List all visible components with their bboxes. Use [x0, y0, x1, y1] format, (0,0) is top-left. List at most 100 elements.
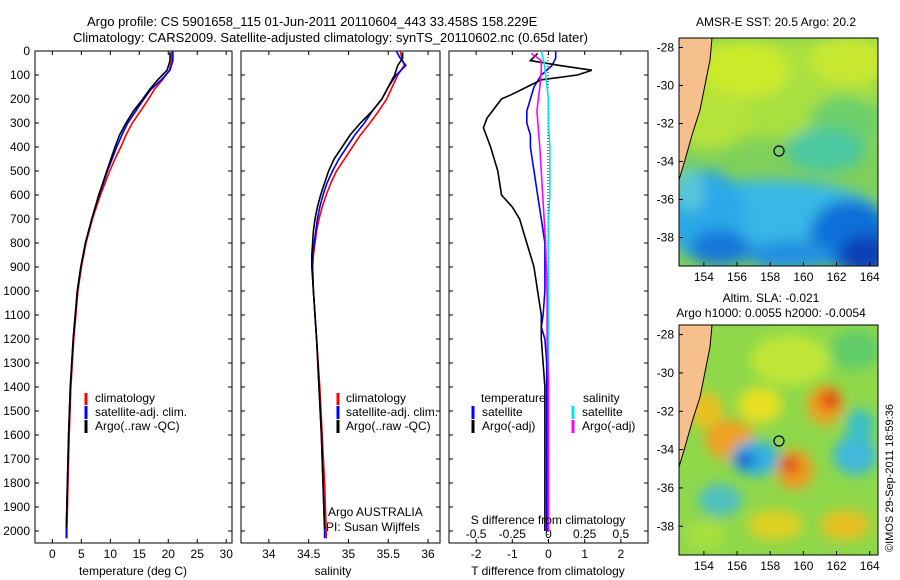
depth-tick-label: 1000 [3, 284, 30, 298]
x-tick-label: 35 [342, 547, 356, 561]
depth-tick-label: 1200 [3, 332, 30, 346]
x-tick-label: 1 [581, 547, 588, 561]
float-position-marker [773, 435, 785, 447]
depth-tick-label: 1100 [4, 308, 30, 322]
sst-map-title: AMSR-E SST: 20.5 Argo: 20.2 [696, 15, 856, 29]
depth-tick-label: 800 [10, 236, 30, 250]
series-line-argo-raw-qc- [310, 52, 404, 529]
lat-tick-label: -30 [657, 366, 675, 380]
lat-tick-label: -32 [657, 117, 675, 131]
temperature-legend: climatology satellite-adj. clim. Argo(..… [84, 391, 187, 433]
x-tick-label: 15 [133, 547, 147, 561]
salinity-panel: 34 34.5 35 35.5 36 salinity climatology sate… [240, 50, 441, 578]
x-tick-label: 10 [104, 547, 118, 561]
x-tick-label: 30 [220, 547, 234, 561]
lon-tick-label: 158 [760, 270, 780, 284]
depth-tick-labels: 0 100 200 300 400 500 600 700 800 900 1000 1100 1200… [3, 44, 648, 538]
sla-lat-tick-labels: -28 -30 -32 -34 -36 -38 [657, 328, 683, 533]
salinity-xlabel: salinity [315, 564, 352, 578]
lon-tick-label: 164 [860, 270, 880, 284]
series-line-temperature-argo-adj- [482, 52, 593, 531]
x-top-tick-label: 0.5 [613, 527, 630, 541]
depth-tick-label: 500 [10, 164, 30, 178]
depth-tick-label: 400 [10, 140, 30, 154]
imos-watermark: ©IMOS 29-Sep-2011 18:59:36 [884, 404, 896, 552]
temperature-panel: 0100200300400500600700800900100011001200… [3, 44, 648, 578]
lon-tick-label: 156 [727, 270, 747, 284]
difference-xlabel: T difference from climatology [471, 564, 625, 578]
legend-climatology-label: climatology [346, 391, 406, 405]
credit-line2: PI: Susan Wijffels [326, 520, 420, 534]
depth-tick-label: 1800 [3, 476, 30, 490]
coastline-land [679, 38, 712, 180]
x-tick-label: -1 [507, 547, 518, 561]
depth-tick-label: 700 [10, 212, 30, 226]
x-tick-label: 5 [78, 547, 85, 561]
lon-tick-label: 154 [694, 559, 714, 573]
depth-tick-label: 2000 [3, 524, 30, 538]
depth-tick-label: 600 [10, 188, 30, 202]
sla-map-title2: Argo h1000: 0.0055 h2000: -0.0054 [676, 306, 866, 320]
legend-t-argo-label: Argo(-adj) [482, 419, 535, 433]
difference-top-xlabel: S difference from climatology [471, 513, 626, 527]
depth-tick-label: 1500 [3, 404, 30, 418]
lat-tick-label: -34 [657, 155, 675, 169]
depth-tick-label: 1300 [3, 356, 30, 370]
depth-tick-label: 1700 [3, 452, 30, 466]
temperature-tick-labels: 0 5 10 15 20 25 30 [49, 51, 233, 561]
sst-map-frame [678, 37, 879, 267]
lon-tick-label: 162 [827, 559, 847, 573]
sla-map-title1: Altim. SLA: -0.021 [723, 291, 820, 305]
depth-tick-label: 1900 [3, 500, 30, 514]
lon-tick-label: 154 [694, 270, 714, 284]
lat-tick-label: -38 [657, 231, 675, 245]
lat-tick-label: -38 [657, 519, 675, 533]
difference-profiles [482, 50, 593, 531]
depth-tick-label: 200 [10, 92, 30, 106]
x-top-tick-label: 0 [545, 527, 552, 541]
lon-tick-label: 156 [727, 559, 747, 573]
lon-tick-label: 160 [793, 559, 813, 573]
lat-tick-label: -36 [657, 481, 675, 495]
lon-tick-label: 162 [827, 270, 847, 284]
lat-tick-label: -30 [657, 79, 675, 93]
legend-argo-label: Argo(..raw -QC) [95, 419, 180, 433]
difference-tick-labels: -2 -1 0 1 2 -0.5 -0.25 0 0.25 0.5 [466, 51, 630, 561]
x-tick-label: 0 [49, 547, 56, 561]
x-top-tick-label: -0.25 [499, 527, 527, 541]
legend-satellite-label: satellite-adj. clim. [95, 405, 187, 419]
temperature-xlabel: temperature (deg C) [79, 564, 187, 578]
x-tick-label: 0 [545, 547, 552, 561]
temperature-axes [34, 50, 233, 544]
x-tick-label: 20 [162, 547, 176, 561]
x-tick-label: 35.5 [377, 547, 401, 561]
salinity-legend: climatology satellite-adj. clim. Argo(..… [336, 391, 438, 433]
legend-salinity-title: salinity [583, 391, 620, 405]
x-tick-label: 2 [618, 547, 625, 561]
lon-tick-label: 158 [760, 559, 780, 573]
salinity-profiles [310, 50, 407, 539]
difference-legend: temperature salinity satellite Argo(-adj… [471, 391, 635, 433]
lat-tick-label: -32 [657, 404, 675, 418]
float-position-marker [773, 145, 785, 157]
sla-lon-tick-labels: 154 156 158 160 162 164 [694, 551, 880, 573]
legend-satellite-label: satellite-adj. clim. [346, 405, 438, 419]
x-tick-label: -2 [471, 547, 482, 561]
series-line-climatology [311, 50, 406, 539]
depth-tick-label: 1400 [3, 380, 30, 394]
series-line-salinity-argo-adj- [530, 52, 550, 531]
x-tick-label: 34.5 [297, 547, 321, 561]
x-tick-label: 34 [262, 547, 276, 561]
header-line2: Climatology: CARS2009. Satellite-adjuste… [73, 30, 588, 45]
lon-tick-label: 160 [793, 270, 813, 284]
x-top-tick-label: -0.5 [466, 527, 487, 541]
series-line-temperature-satellite [525, 51, 557, 531]
series-line-climatology [66, 51, 173, 539]
sla-map: Altim. SLA: -0.021 Argo h1000: 0.0055 h2… [657, 291, 880, 573]
salinity-axes [240, 50, 441, 544]
lat-tick-label: -28 [657, 41, 675, 55]
x-top-tick-label: 0.25 [573, 527, 597, 541]
coastline-land [679, 325, 712, 467]
sst-lat-tick-labels: -28 -30 -32 -34 -36 -38 [657, 41, 683, 245]
